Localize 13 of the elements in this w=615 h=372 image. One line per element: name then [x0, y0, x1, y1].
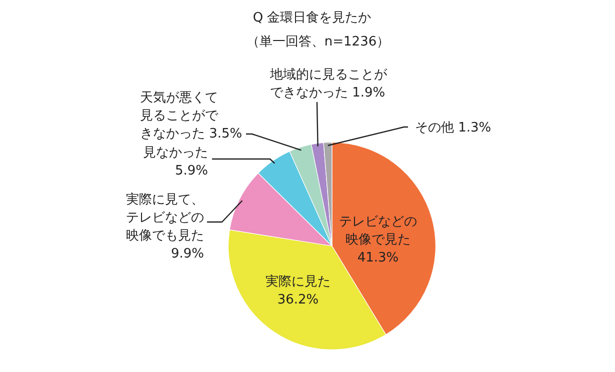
slice-label: テレビなどの映像で見た	[339, 214, 417, 248]
slice-label: 実際に見た	[266, 273, 330, 290]
data-label: 41.3%	[357, 250, 399, 266]
data-label: 36.2%	[277, 292, 319, 308]
slice-label: 実際に見て、テレビなどの映像でも見た	[126, 191, 204, 244]
slice-label: 地域的に見ることができなかった 1.9%	[269, 67, 388, 100]
chart-subtitle: （単一回答、n=1236）	[246, 34, 390, 50]
slice-label: 天気が悪くて見ることができなかった 3.5%	[140, 90, 242, 142]
chart-title: Q 金環日食を見たか	[252, 10, 372, 26]
slice-label: その他 1.3%	[415, 120, 492, 136]
data-label: 5.9%	[174, 163, 208, 178]
data-label: 9.9%	[170, 246, 204, 262]
slice-label: 見なかった	[143, 145, 208, 160]
